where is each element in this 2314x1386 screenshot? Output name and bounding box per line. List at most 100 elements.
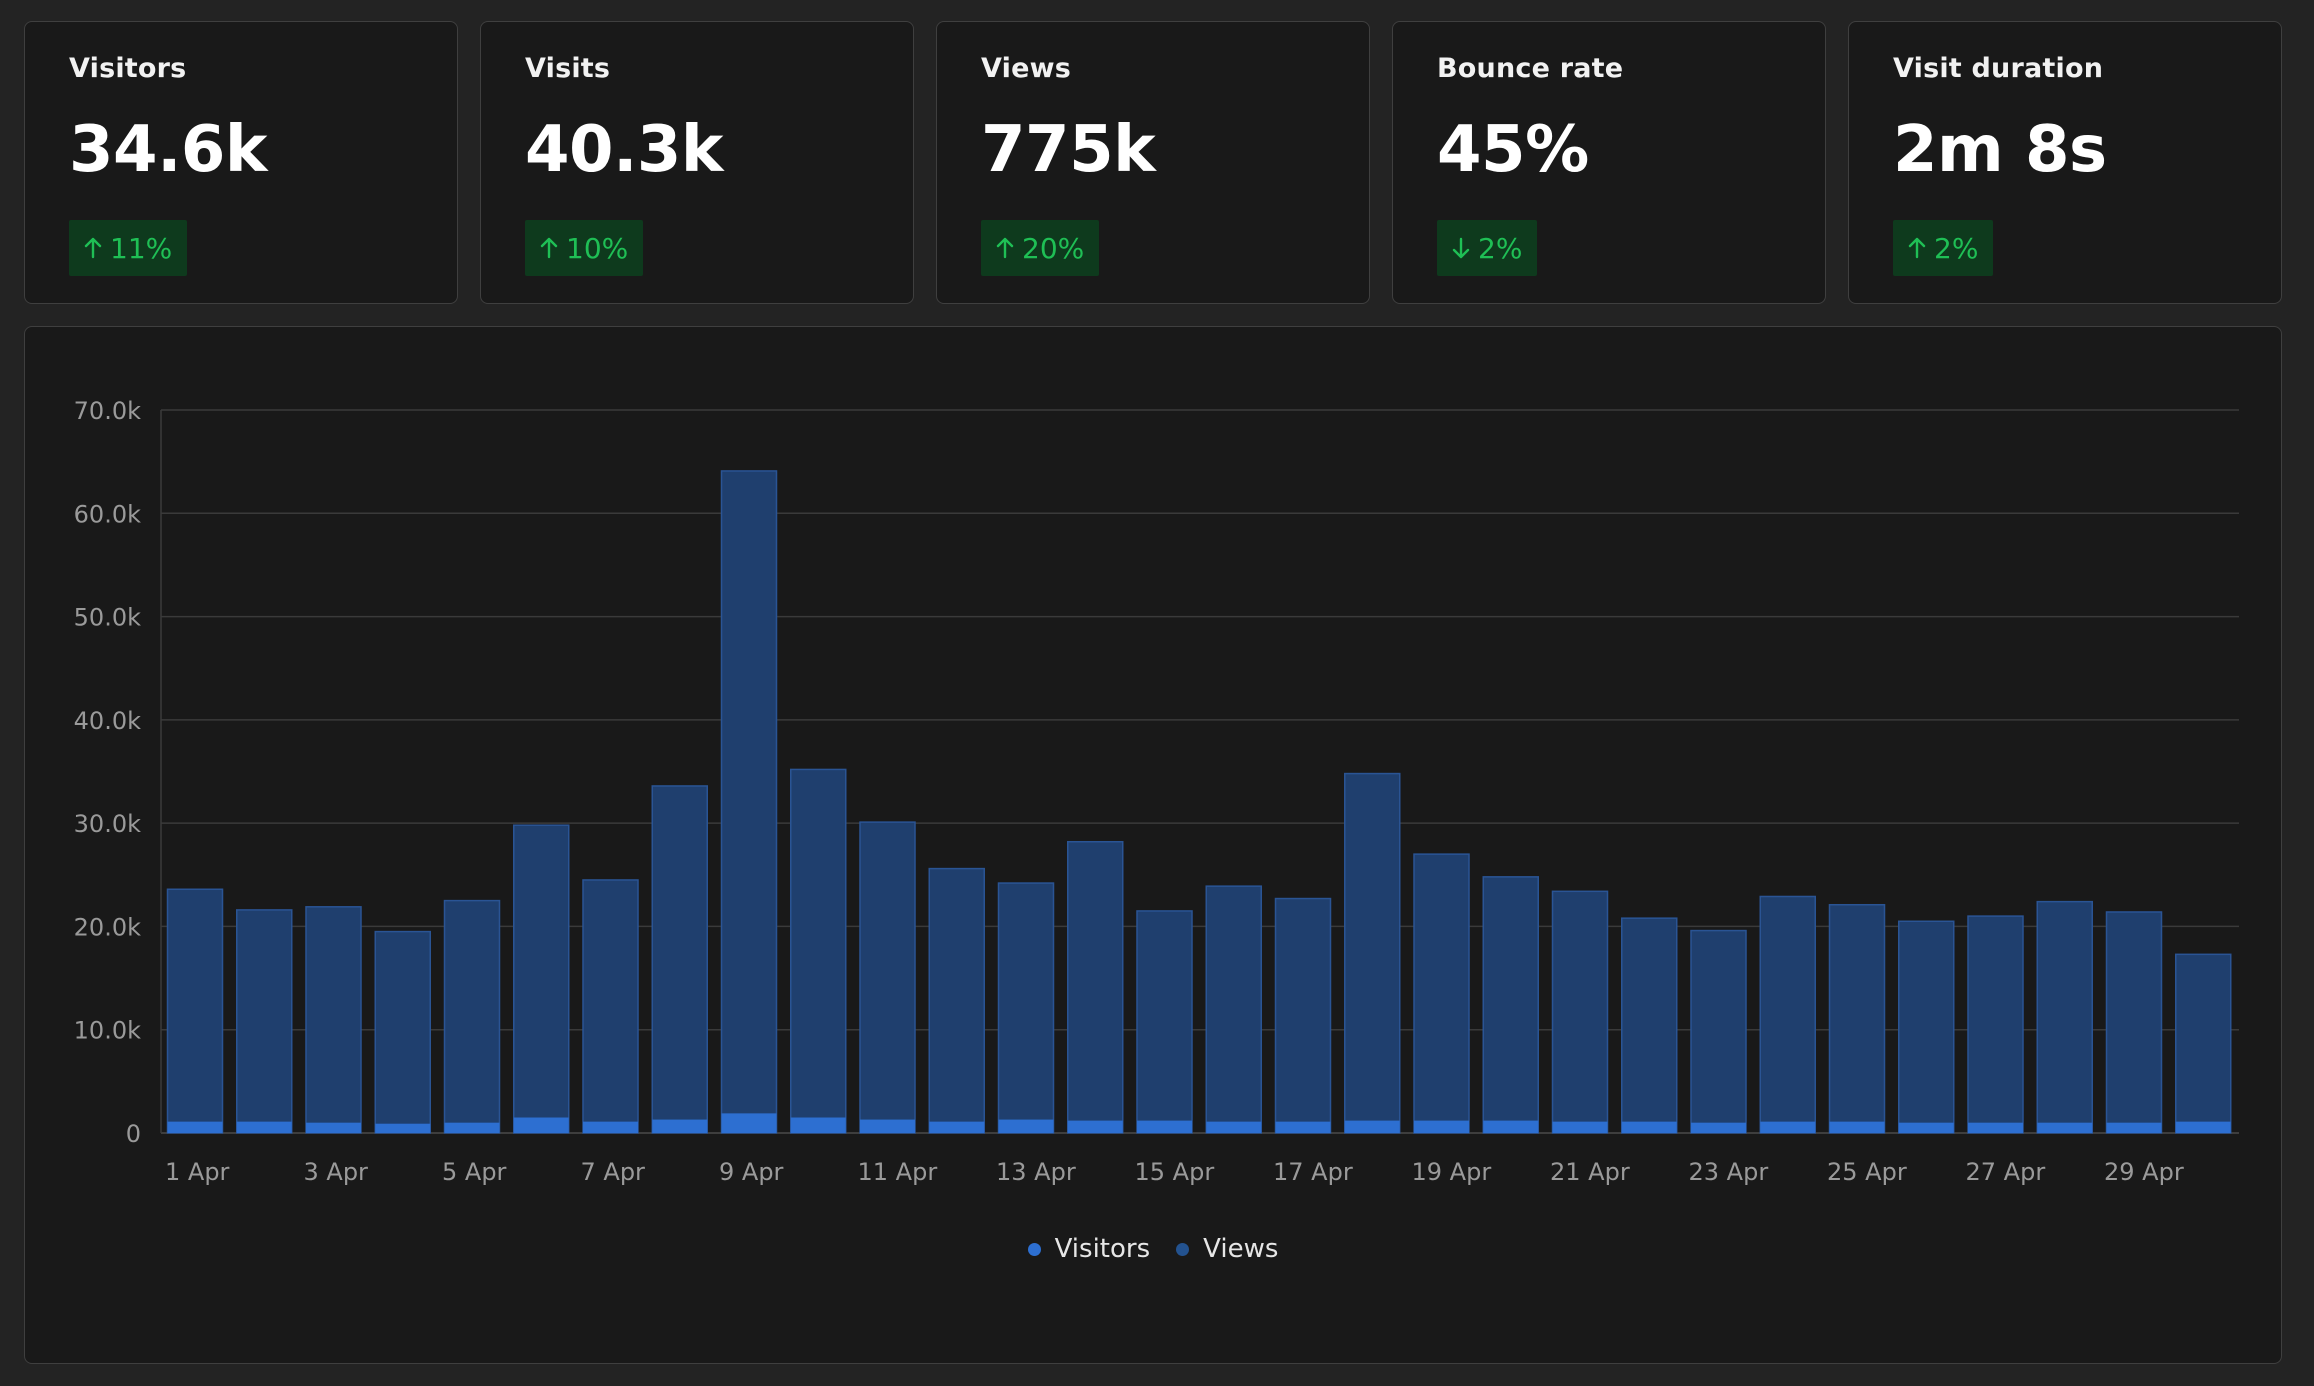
- legend-dot-visitors: [1027, 1242, 1041, 1256]
- change-value: 20%: [1022, 231, 1085, 265]
- bar-views: [790, 768, 847, 1134]
- bar-views: [1621, 917, 1678, 1134]
- change-value: 11%: [110, 231, 173, 265]
- change-value: 2%: [1934, 231, 1979, 265]
- bar-visitors: [1067, 1120, 1123, 1133]
- bar-visitors: [790, 1117, 846, 1133]
- metric-card-bounce-rate[interactable]: Bounce rate 45% 2%: [1392, 21, 1826, 304]
- bar-views: [1690, 929, 1747, 1134]
- bar-visitors: [1483, 1120, 1539, 1133]
- x-tick-label: 29 Apr: [2104, 1158, 2184, 1186]
- y-tick-label: 0: [126, 1120, 141, 1148]
- arrow-up-icon: [84, 237, 102, 259]
- x-tick-label: 15 Apr: [1135, 1158, 1215, 1186]
- metric-value: 775k: [981, 113, 1156, 187]
- chart-panel: 0 10.0k 20.0k 30.0k 40.0k 50.0k 60.0k 70.0k 1 Ap…: [24, 326, 2282, 1364]
- metric-card-visit-duration[interactable]: Visit duration 2m 8s 2%: [1848, 21, 2282, 304]
- x-tick-label: 13 Apr: [996, 1158, 1076, 1186]
- arrow-up-icon: [1908, 237, 1926, 259]
- bar-views: [651, 785, 708, 1134]
- chart-legend: Visitors Views: [25, 1234, 2281, 1264]
- bar-views: [1413, 853, 1470, 1134]
- bar-visitors: [1552, 1121, 1608, 1133]
- x-tick-label: 23 Apr: [1689, 1158, 1769, 1186]
- y-tick-label: 50.0k: [74, 604, 141, 632]
- bar-visitors: [1414, 1120, 1469, 1133]
- legend-label: Visitors: [1054, 1234, 1151, 1264]
- bar-visitors: [1621, 1121, 1677, 1133]
- x-tick-label: 9 Apr: [719, 1158, 784, 1186]
- bar-visitors: [2037, 1122, 2093, 1133]
- metric-card-views[interactable]: Views 775k 20%: [936, 21, 1370, 304]
- change-badge: 10%: [525, 220, 644, 276]
- bar-visitors: [2106, 1122, 2162, 1133]
- bar-visitors: [1691, 1122, 1746, 1133]
- bar-views: [2036, 900, 2093, 1134]
- bar-views: [2175, 953, 2232, 1134]
- bar-visitors: [860, 1119, 915, 1133]
- y-tick-label: 60.0k: [74, 500, 141, 528]
- metric-value: 40.3k: [525, 113, 723, 187]
- bar-visitors: [998, 1119, 1054, 1133]
- x-tick-label: 27 Apr: [1966, 1158, 2046, 1186]
- bar-views: [1828, 903, 1886, 1134]
- bar-views: [2105, 911, 2163, 1134]
- y-tick-label: 70.0k: [74, 397, 141, 425]
- metric-label: Visitors: [69, 53, 187, 84]
- bar-views: [236, 909, 293, 1134]
- bar-visitors: [444, 1122, 500, 1133]
- metric-card-visits[interactable]: Visits 40.3k 10%: [480, 21, 914, 304]
- bar-views: [928, 867, 985, 1134]
- bar-visitors: [1829, 1121, 1885, 1133]
- bar-visitors: [1344, 1120, 1400, 1133]
- legend-item-visitors[interactable]: Visitors: [1027, 1234, 1151, 1264]
- bar-visitors: [1137, 1120, 1192, 1133]
- bar-views: [374, 930, 431, 1134]
- bar-views: [997, 882, 1055, 1134]
- change-badge: 2%: [1437, 220, 1538, 276]
- bar-views: [1136, 910, 1193, 1134]
- legend-item-views[interactable]: Views: [1176, 1234, 1278, 1264]
- bar-visitors: [236, 1121, 292, 1133]
- change-badge: 20%: [981, 220, 1100, 276]
- bar-visitors: [652, 1119, 708, 1133]
- y-tick-label: 40.0k: [74, 707, 141, 735]
- legend-label: Views: [1203, 1234, 1279, 1264]
- x-tick-label: 25 Apr: [1827, 1158, 1907, 1186]
- change-badge: 11%: [69, 220, 188, 276]
- bar-visitors: [306, 1122, 361, 1133]
- bar-views: [1344, 772, 1401, 1134]
- bar-visitors: [1275, 1121, 1331, 1133]
- bar-views: [1482, 876, 1539, 1134]
- bar-views: [305, 906, 362, 1134]
- bar-views: [720, 470, 778, 1134]
- bar-views: [443, 899, 501, 1134]
- bar-views: [166, 888, 224, 1134]
- metric-label: Visits: [525, 53, 611, 84]
- x-tick-label: 11 Apr: [858, 1158, 938, 1186]
- metric-card-visitors[interactable]: Visitors 34.6k 11%: [24, 21, 458, 304]
- bar-visitors: [167, 1121, 223, 1133]
- bar-views: [1898, 920, 1955, 1134]
- bar-visitors: [721, 1113, 777, 1133]
- x-tick-label: 17 Apr: [1273, 1158, 1353, 1186]
- bar-views: [582, 879, 639, 1134]
- metric-label: Visit duration: [1893, 53, 2104, 84]
- bar-visitors: [929, 1121, 985, 1133]
- arrow-down-icon: [1452, 237, 1470, 259]
- bar-visitors: [583, 1121, 638, 1133]
- bar-views: [859, 821, 916, 1134]
- arrow-up-icon: [540, 237, 558, 259]
- bar-chart: 0 10.0k 20.0k 30.0k 40.0k 50.0k 60.0k 70.0k 1 Ap…: [74, 397, 2239, 1186]
- y-tick-label: 20.0k: [74, 913, 141, 941]
- change-value: 10%: [566, 231, 629, 265]
- y-tick-label: 10.0k: [74, 1017, 141, 1045]
- change-value: 2%: [1478, 231, 1523, 265]
- bar-views: [1067, 840, 1124, 1134]
- bar-visitors: [1898, 1122, 1954, 1133]
- y-tick-label: 30.0k: [74, 810, 141, 838]
- x-tick-label: 5 Apr: [442, 1158, 507, 1186]
- change-badge: 2%: [1893, 220, 1994, 276]
- metric-value: 45%: [1437, 113, 1589, 187]
